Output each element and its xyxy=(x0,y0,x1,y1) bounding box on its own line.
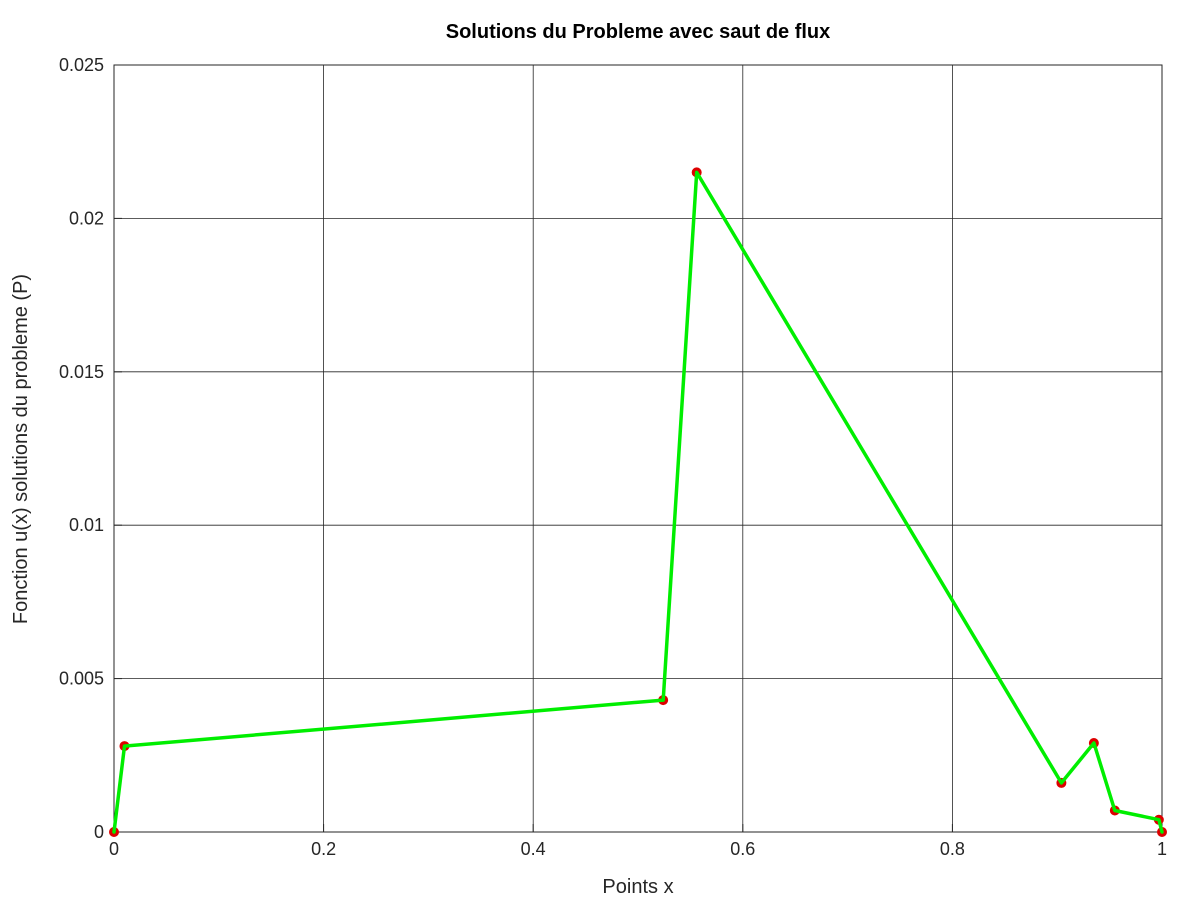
grid xyxy=(113,64,1163,833)
ticks: 0 0.2 0.4 0.6 0.8 1 0 0.005 0.01 0.015 0.02 0.025 xyxy=(59,55,1167,859)
x-tick-label: 0.8 xyxy=(940,839,965,859)
x-axis-label: Points x xyxy=(602,876,673,898)
series-line xyxy=(112,170,1164,834)
series xyxy=(109,167,1167,837)
chart-title: Solutions du Probleme avec saut de flux xyxy=(446,21,831,43)
x-tick-label: 1 xyxy=(1157,839,1167,859)
y-tick-label: 0.01 xyxy=(69,515,104,535)
y-tick-label: 0.02 xyxy=(69,208,104,228)
y-tick-label: 0 xyxy=(94,822,104,842)
y-tick-label: 0.025 xyxy=(59,55,104,75)
plot-area-border xyxy=(113,64,1163,833)
x-tick-label: 0.6 xyxy=(730,839,755,859)
y-axis-label: Fonction u(x) solutions du probleme (P) xyxy=(10,274,32,624)
x-tick-label: 0 xyxy=(109,839,119,859)
x-tick-label: 0.2 xyxy=(311,839,336,859)
x-tick-label: 0.4 xyxy=(521,839,546,859)
y-tick-label: 0.015 xyxy=(59,362,104,382)
y-tick-label: 0.005 xyxy=(59,669,104,689)
